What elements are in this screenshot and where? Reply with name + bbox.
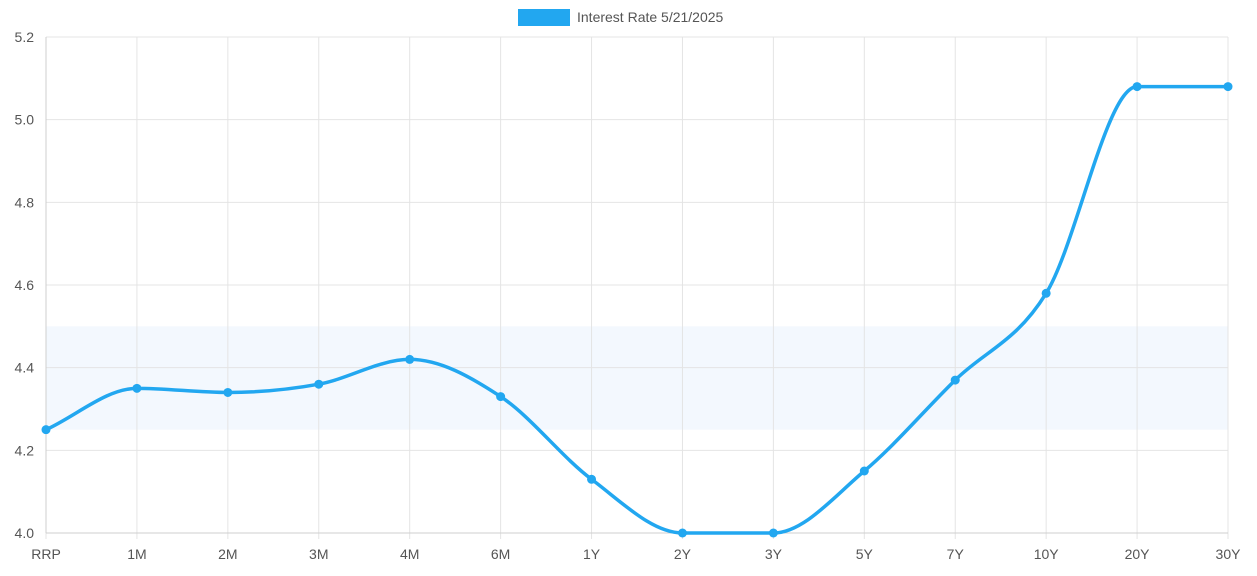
y-tick-label: 4.2	[15, 442, 35, 458]
data-point[interactable]	[1132, 82, 1142, 92]
y-tick-label: 5.0	[15, 112, 35, 128]
band-rect	[46, 326, 1228, 430]
series	[41, 82, 1233, 538]
y-tick-label: 4.8	[15, 194, 35, 210]
legend-swatch[interactable]	[518, 9, 570, 26]
data-point[interactable]	[768, 528, 778, 538]
x-tick-label: 10Y	[1034, 546, 1060, 562]
y-tick-label: 4.0	[15, 525, 35, 541]
legend[interactable]: Interest Rate 5/21/2025	[518, 9, 724, 26]
x-tick-label: 1M	[127, 546, 146, 562]
data-point[interactable]	[314, 379, 324, 389]
data-point[interactable]	[677, 528, 687, 538]
data-point[interactable]	[41, 425, 51, 435]
x-tick-label: 4M	[400, 546, 419, 562]
x-tick-label: 3Y	[765, 546, 783, 562]
target-range-band	[46, 326, 1228, 430]
x-tick-label: 6M	[491, 546, 510, 562]
x-tick-label: 30Y	[1216, 546, 1242, 562]
data-point[interactable]	[496, 392, 506, 402]
y-axis-ticks: 4.0 4.2 4.4 4.6 4.8 5.0 5.2	[15, 29, 35, 541]
y-tick-label: 4.6	[15, 277, 35, 293]
data-point[interactable]	[405, 354, 415, 364]
y-tick-label: 4.4	[15, 360, 35, 376]
grid	[45, 36, 1229, 539]
legend-label[interactable]: Interest Rate 5/21/2025	[577, 9, 724, 25]
data-point[interactable]	[1223, 82, 1233, 92]
data-point[interactable]	[587, 474, 597, 484]
series-line	[44, 84, 1230, 535]
data-point[interactable]	[132, 383, 142, 393]
x-tick-label: 2Y	[674, 546, 692, 562]
axes	[45, 37, 1228, 534]
data-point[interactable]	[223, 387, 233, 397]
data-point[interactable]	[950, 375, 960, 385]
x-tick-label: 5Y	[856, 546, 874, 562]
x-axis-ticks: RRP 1M 2M 3M 4M 6M 1Y 2Y 3Y 5Y 7Y 10Y 20Y 30Y	[31, 546, 1241, 562]
x-tick-label: 1Y	[583, 546, 601, 562]
x-tick-label: RRP	[31, 546, 61, 562]
data-point[interactable]	[859, 466, 869, 476]
x-tick-label: 2M	[218, 546, 237, 562]
x-tick-label: 3M	[309, 546, 328, 562]
x-tick-label: 20Y	[1125, 546, 1151, 562]
y-tick-label: 5.2	[15, 29, 35, 45]
data-point[interactable]	[1041, 288, 1051, 298]
x-tick-label: 7Y	[947, 546, 965, 562]
